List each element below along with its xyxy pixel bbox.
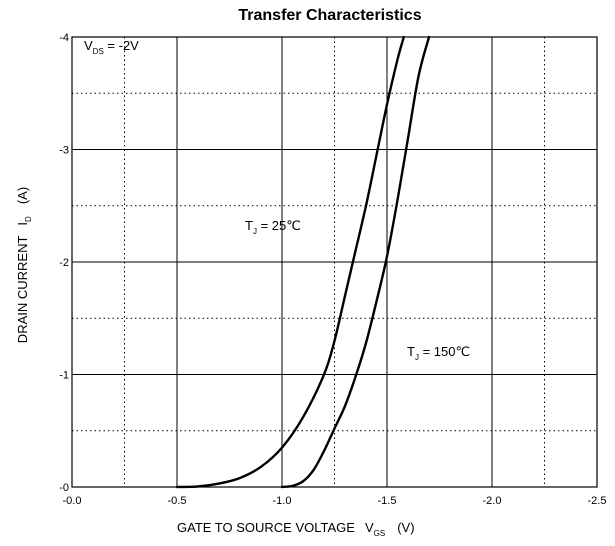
series-label-tj-25: TJ = 25℃: [245, 218, 301, 236]
y-tick-label: -4: [59, 32, 69, 44]
x-tick-label: -1.5: [378, 495, 397, 507]
series-label-tj-150: TJ = 150℃: [407, 344, 470, 362]
y-tick-label: -0: [59, 482, 69, 494]
x-tick-label: -1.0: [273, 495, 292, 507]
condition-label: VDS = -2V: [84, 38, 139, 56]
data-curves: [175, 35, 431, 489]
y-tick-labels: -0 -1 -2 -3 -4: [59, 32, 69, 494]
y-tick-label: -1: [59, 370, 69, 382]
curve-tj-150: [280, 35, 431, 489]
grid-lines: [71, 36, 598, 488]
x-tick-label: -2.0: [483, 495, 502, 507]
x-tick-label: -2.5: [588, 495, 607, 507]
curve-tj-25: [175, 35, 405, 489]
y-tick-label: -2: [59, 257, 69, 269]
x-axis-title: GATE TO SOURCE VOLTAGE VGS (V): [177, 520, 415, 538]
y-axis-title: DRAIN CURRENTID(A): [15, 187, 33, 343]
x-tick-labels: -0.0 -0.5 -1.0 -1.5 -2.0 -2.5: [63, 495, 607, 507]
y-tick-label: -3: [59, 145, 69, 157]
chart-title: Transfer Characteristics: [238, 7, 421, 24]
x-tick-label: -0.0: [63, 495, 82, 507]
plot-frame: [71, 36, 598, 488]
x-tick-label: -0.5: [168, 495, 187, 507]
